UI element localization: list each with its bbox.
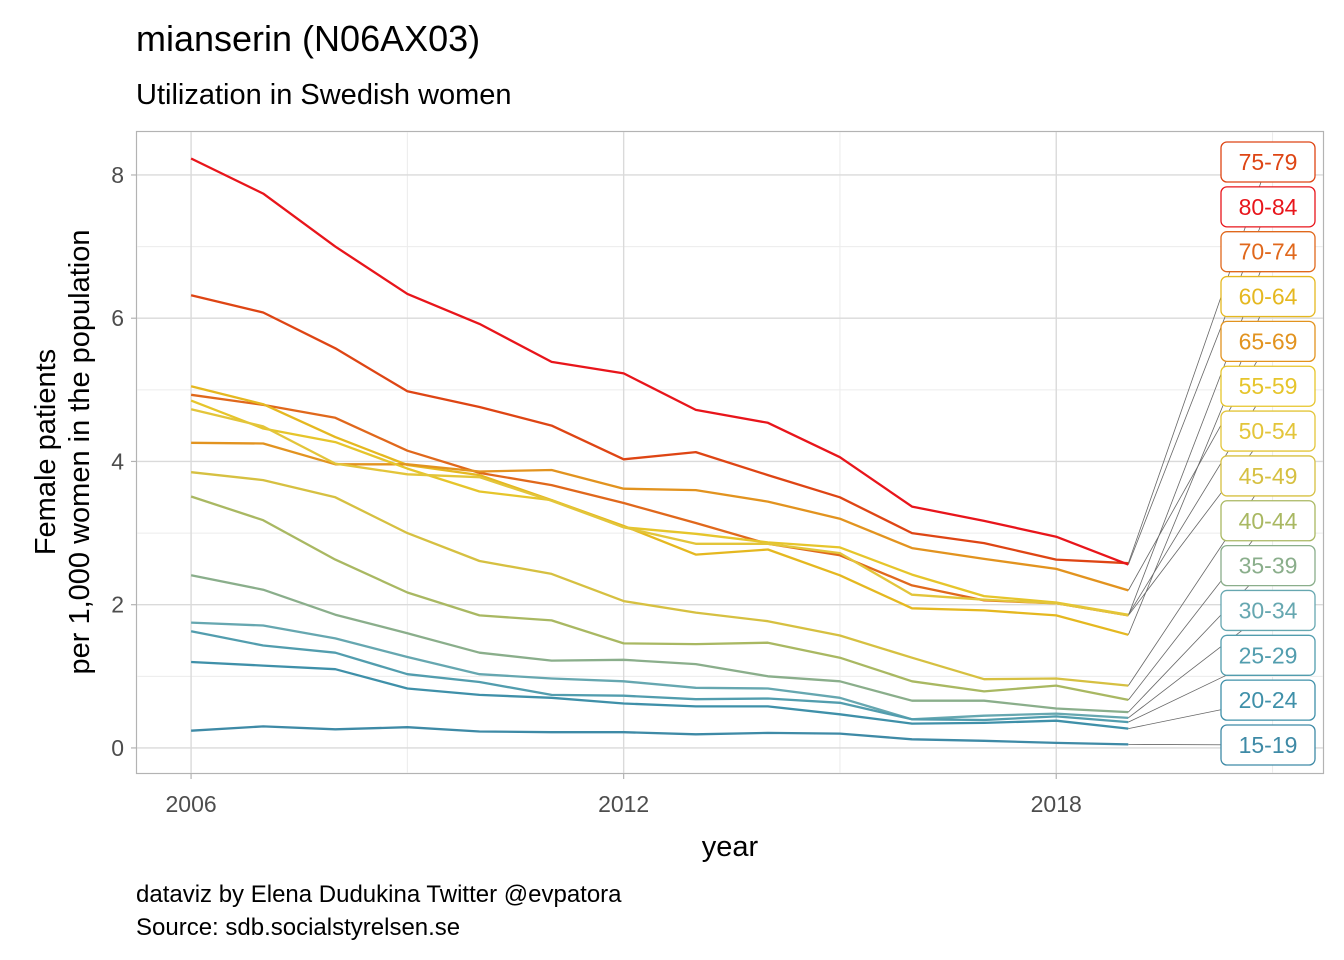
end-label-box [1220,141,1316,183]
end-label-box [1220,500,1316,542]
end-label-text: 55-59 [1239,373,1298,399]
end-label-text: 80-84 [1239,194,1298,220]
end-label-35-39: 35-39 [1220,544,1316,587]
end-label-80-84: 80-84 [1220,186,1316,228]
y-tick-label: 2 [111,592,124,618]
end-label-text: 35-39 [1239,553,1298,579]
y-axis-ticks: 0 2 4 6 8 [111,162,137,761]
chart-title: mianserin (N06AX03) [136,18,480,59]
end-label-text: 40-44 [1239,508,1298,534]
x-axis-ticks: 2006 2012 2018 [165,773,1082,817]
y-axis-title-line-1: Female patients [30,349,62,555]
end-label-text: 50-54 [1239,418,1298,444]
chart-subtitle: Utilization in Swedish women [136,79,512,111]
end-label-text: 60-64 [1239,284,1298,310]
series-line-30-34 [191,621,1129,721]
end-label-text: 45-49 [1239,463,1298,489]
series-line-50-54 [190,408,1129,617]
x-tick-label: 2012 [598,791,649,817]
end-label-25-29: 25-29 [1220,634,1316,676]
end-label-box [1220,275,1316,318]
end-label-text: 70-74 [1239,239,1298,265]
end-label-box [1220,634,1316,676]
end-label-50-54: 50-54 [1220,410,1316,452]
leader-line [1127,161,1269,564]
end-label-box [1220,410,1316,452]
caption-source: Source: sdb.socialstyrelsen.se [136,914,460,941]
end-label-20-24: 20-24 [1220,679,1316,721]
end-label-text: 15-19 [1239,732,1298,758]
y-tick-label: 0 [111,735,124,761]
end-label-box [1220,186,1316,228]
series-line-60-64 [190,385,1129,636]
y-axis-title-line-2: per 1,000 women in the population [64,230,96,675]
plot-panel [135,130,1325,775]
end-label-15-19: 15-19 [1220,724,1316,766]
end-label-box [1220,455,1316,497]
end-label-box [1220,589,1316,632]
end-label-box [1220,679,1316,721]
series-line-20-24 [191,660,1129,730]
series-line-75-79 [190,294,1129,565]
end-label-text: 65-69 [1239,328,1298,354]
end-label-box [1220,724,1316,766]
series-end-labels: 75-79 80-84 70-74 60-64 65-69 55-59 50-54 45-49… [1220,141,1316,766]
end-label-70-74: 70-74 [1220,231,1316,273]
end-label-65-69: 65-69 [1220,320,1316,363]
series-line-45-49 [190,471,1129,687]
end-label-text: 30-34 [1239,597,1298,623]
end-label-box [1220,365,1316,407]
y-tick-label: 4 [111,448,124,474]
end-label-40-44: 40-44 [1220,500,1316,542]
end-label-box [1220,231,1316,273]
end-label-box [1220,544,1316,587]
series-line-55-59 [190,399,1129,616]
series-line-35-39 [190,574,1129,714]
series-line-80-84 [190,157,1129,566]
x-axis-title: year [702,831,759,863]
end-label-55-59: 55-59 [1220,365,1316,407]
series-line-25-29 [190,630,1129,724]
x-tick-label: 2018 [1031,791,1082,817]
end-label-text: 20-24 [1239,687,1298,713]
end-label-box [1220,320,1316,363]
y-axis-title: Female patients per 1,000 women in the p… [30,230,96,675]
end-label-text: 75-79 [1239,149,1298,175]
series-line-40-44 [190,495,1129,702]
end-label-45-49: 45-49 [1220,455,1316,497]
series-line-15-19 [191,725,1129,746]
y-tick-label: 6 [111,305,124,331]
end-label-30-34: 30-34 [1220,589,1316,632]
end-label-75-79: 75-79 [1220,141,1316,183]
x-tick-label: 2006 [165,791,216,817]
caption-credit: dataviz by Elena Dudukina Twitter @evpat… [136,881,622,908]
end-label-text: 25-29 [1239,642,1298,668]
major-gridlines [137,132,1323,773]
y-tick-label: 8 [111,162,124,188]
end-label-60-64: 60-64 [1220,275,1316,318]
series-lines [190,157,1129,746]
